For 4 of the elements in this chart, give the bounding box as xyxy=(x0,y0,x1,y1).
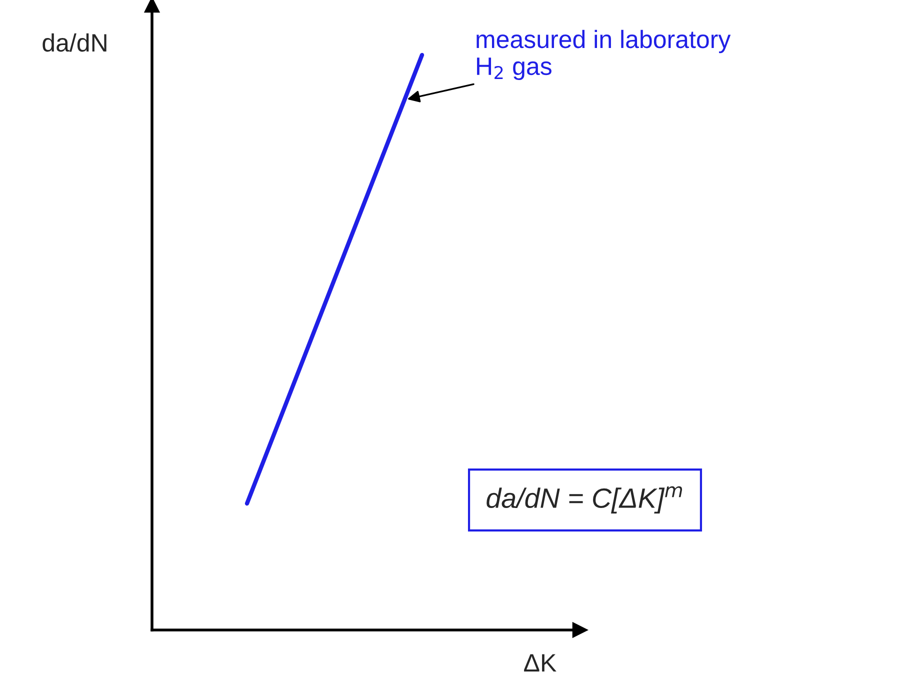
annotation: measured in laboratory H$_{2}$ gas xyxy=(476,30,731,80)
x-axis-title: ΔK xyxy=(524,654,556,672)
annotation: da/dN = C[ΔK]$^{m}$ xyxy=(486,486,682,514)
y-axis-title: da/dN xyxy=(42,33,106,52)
